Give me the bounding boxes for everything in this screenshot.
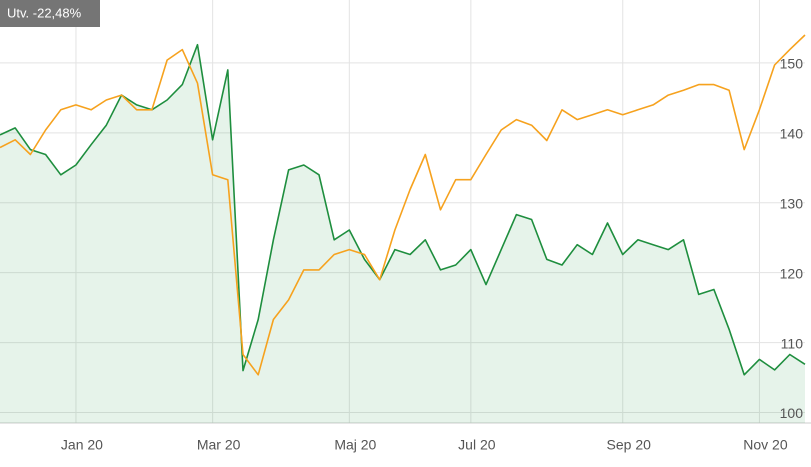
x-tick-label: Mar 20	[197, 437, 241, 453]
x-tick-label: Jan 20	[61, 437, 103, 453]
area	[0, 44, 805, 423]
y-tick-label: 130	[780, 195, 804, 211]
badge-box	[0, 0, 100, 27]
x-tick-label: Maj 20	[334, 437, 376, 453]
y-tick-label: 110	[781, 335, 804, 351]
y-tick-label: 140	[780, 126, 804, 142]
line	[0, 34, 806, 376]
y-tick-label: 120	[780, 265, 804, 281]
badge: Utv. -22,48%	[0, 0, 100, 27]
y-tick-label: 100	[780, 405, 804, 421]
y-tick-label: 150	[780, 56, 804, 72]
x-tick-label: Nov 20	[743, 437, 788, 453]
line	[0, 43, 806, 376]
badge-text: Utv. -22,48%	[7, 5, 82, 20]
x-tick-label: Sep 20	[607, 437, 652, 453]
x-tick-label: Jul 20	[458, 437, 496, 453]
